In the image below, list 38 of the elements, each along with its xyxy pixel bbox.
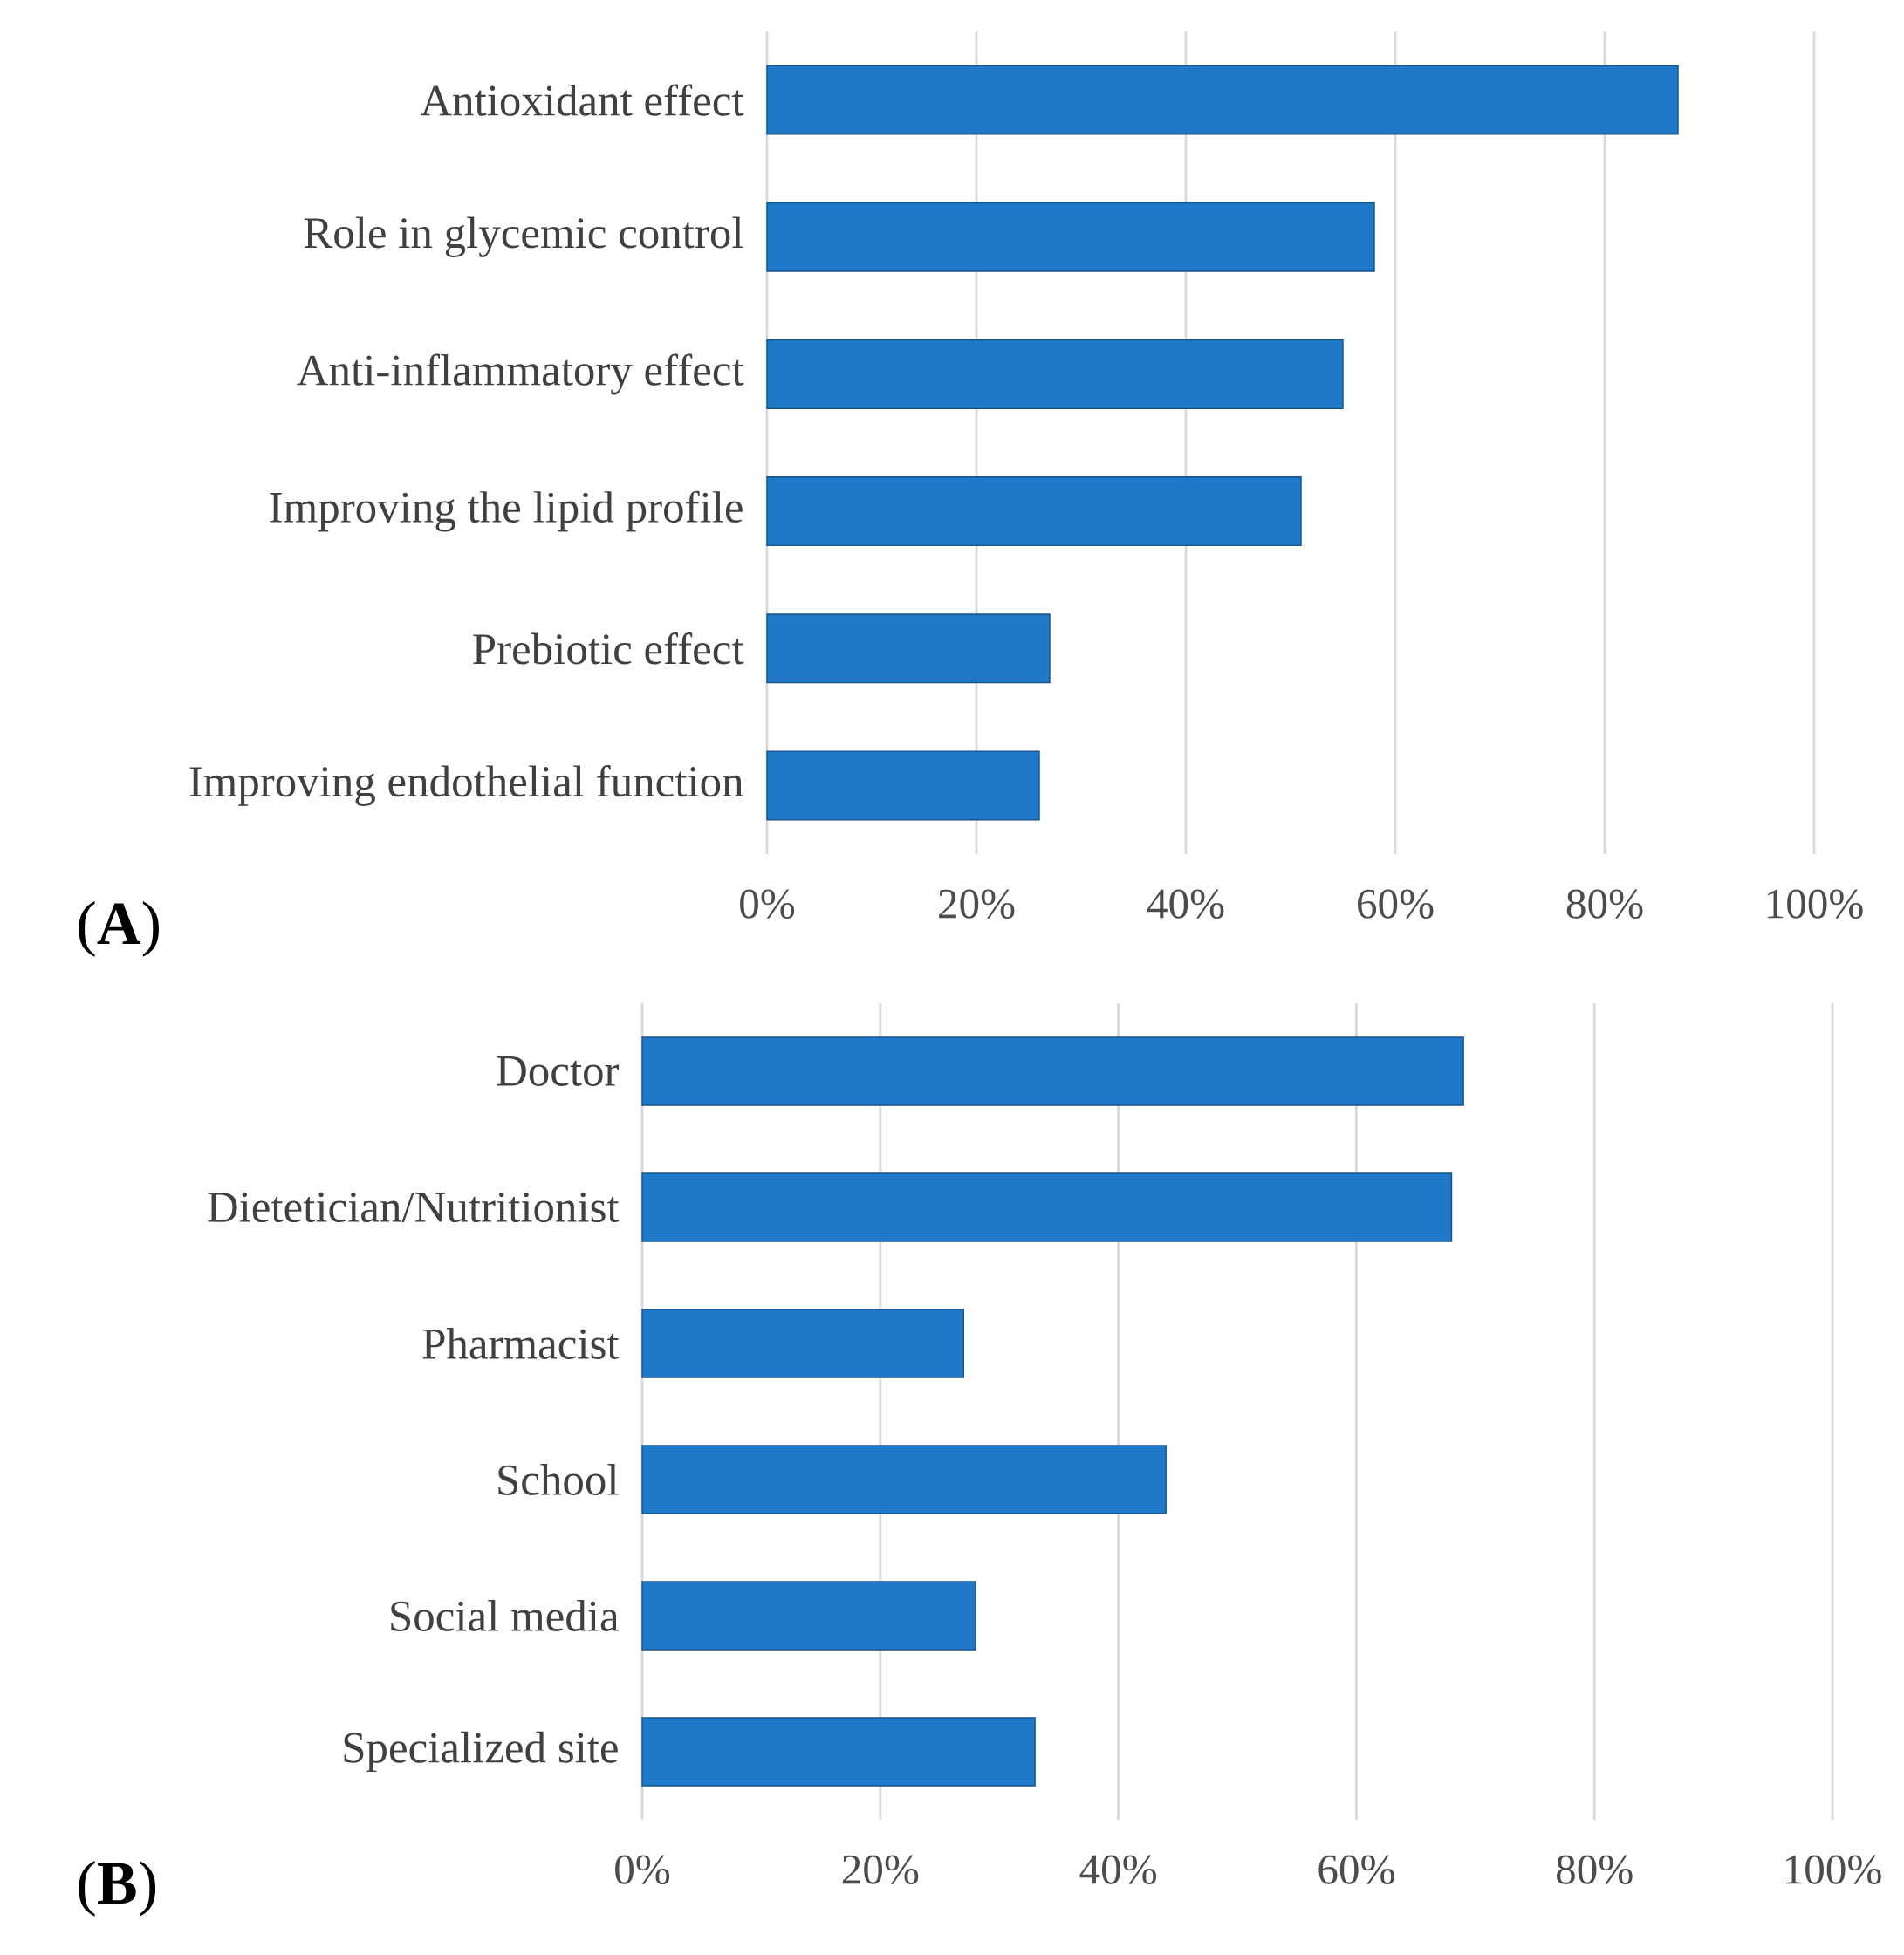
- x-tick-label: 40%: [1079, 1855, 1157, 1884]
- bar: [766, 202, 1375, 272]
- bar: [766, 338, 1344, 409]
- y-tick-label: Anti-inflammatory effect: [297, 353, 744, 395]
- bar: [641, 1172, 1453, 1242]
- y-tick-label: Dietetician/Nutritionist: [208, 1192, 620, 1223]
- bar: [641, 1717, 1036, 1787]
- bar: [766, 65, 1679, 135]
- bar: [766, 750, 1040, 821]
- x-tick-label: 60%: [1358, 889, 1434, 919]
- bar: [641, 1036, 1464, 1106]
- bar: [641, 1581, 976, 1651]
- y-tick-label: Pharmacist: [422, 1328, 620, 1359]
- x-tick-label: 100%: [1785, 1855, 1881, 1884]
- y-tick-label: Prebiotic effect: [473, 632, 744, 665]
- x-tick-label: 40%: [1147, 889, 1224, 919]
- bar: [766, 613, 1051, 684]
- x-tick-label: 0%: [615, 1855, 670, 1884]
- bar: [766, 476, 1302, 547]
- bar: [641, 1445, 1167, 1514]
- x-tick-label: 0%: [740, 889, 795, 919]
- x-tick-label: 20%: [939, 889, 1015, 919]
- y-tick-label: Role in glycemic control: [304, 216, 743, 257]
- x-tick-label: 20%: [842, 1855, 919, 1884]
- y-tick-label: Social media: [391, 1600, 619, 1631]
- x-tick-label: 80%: [1556, 1855, 1633, 1884]
- y-tick-label: Specialized site: [344, 1731, 618, 1773]
- y-tick-label: Doctor: [497, 1056, 620, 1086]
- text: (A): [79, 901, 159, 957]
- y-tick-label: Antioxidant effect: [420, 84, 744, 116]
- y-tick-label: School: [498, 1464, 619, 1495]
- bar: [641, 1309, 964, 1378]
- x-tick-label: 100%: [1767, 889, 1863, 919]
- x-tick-label: 80%: [1566, 889, 1643, 919]
- x-tick-label: 60%: [1318, 1855, 1394, 1884]
- text: (B): [79, 1861, 156, 1917]
- y-tick-label: Improving the lipid profile: [270, 490, 743, 532]
- y-tick-label: Improving endothelial function: [189, 764, 743, 806]
